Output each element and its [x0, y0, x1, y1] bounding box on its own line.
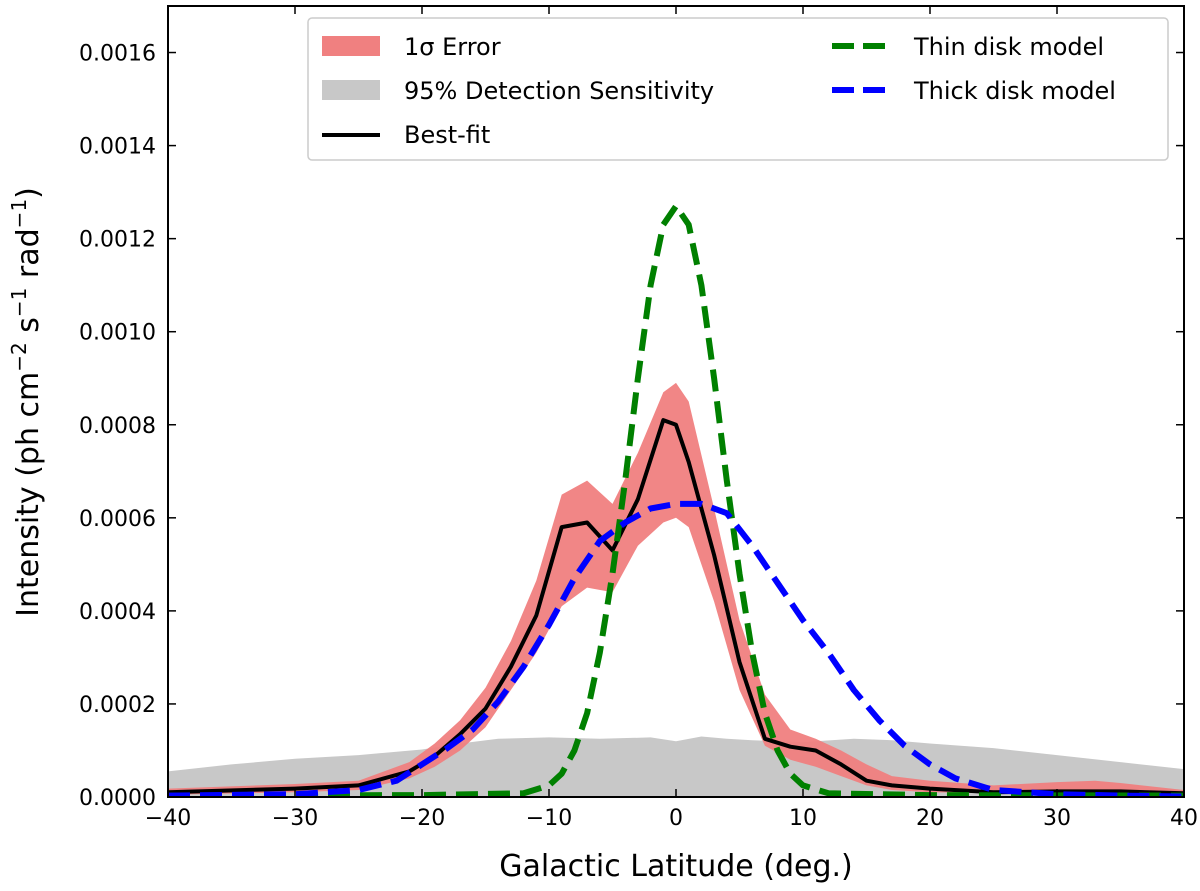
chart-series — [168, 203, 1184, 797]
y-axis-title-exp-1: −2 — [7, 342, 31, 371]
x-tick-label: 20 — [916, 806, 944, 831]
y-tick-label: 0.0000 — [79, 786, 156, 811]
legend-label-sensitivity: 95% Detection Sensitivity — [404, 77, 714, 105]
legend-label-thin: Thin disk model — [913, 33, 1104, 61]
x-tick-label: 40 — [1170, 806, 1198, 831]
y-axis-title-exp-2: −1 — [7, 288, 31, 317]
y-axis-title-prefix: Intensity (ph cm — [11, 372, 46, 617]
y-tick-label: 0.0002 — [79, 693, 156, 718]
y-axis-title-exp-3: −1 — [7, 199, 31, 228]
y-axis-title: Intensity (ph cm−2 s−1 rad−1) — [7, 187, 46, 617]
x-tick-label: 0 — [669, 806, 683, 831]
y-axis-title-mid-1: s — [11, 317, 46, 342]
x-tick-label: 30 — [1043, 806, 1071, 831]
y-tick-label: 0.0016 — [79, 42, 156, 67]
y-tick-label: 0.0004 — [79, 600, 156, 625]
series-thin-line — [168, 203, 1184, 797]
x-tick-label: 10 — [789, 806, 817, 831]
series-error-band — [168, 382, 1184, 795]
x-tick-label: −40 — [145, 806, 191, 831]
x-tick-label: −10 — [526, 806, 572, 831]
legend-label-thick: Thick disk model — [913, 77, 1116, 105]
series-thick-line — [168, 500, 1184, 797]
y-tick-label: 0.0012 — [79, 228, 156, 253]
legend-label-error: 1σ Error — [404, 33, 501, 61]
legend-label-best-fit: Best-fit — [404, 121, 490, 149]
legend-swatch-sensitivity — [322, 80, 380, 100]
y-axis-ticks: 0.0000 0.0002 0.0004 0.0006 0.0008 0.0010 0.00… — [79, 42, 1184, 811]
x-axis-ticks: −40 −30 −20 −10 0 10 20 30 40 — [145, 6, 1198, 831]
y-axis-title-suffix: ) — [11, 187, 46, 199]
y-tick-label: 0.0014 — [79, 135, 156, 160]
x-tick-label: −30 — [272, 806, 318, 831]
y-tick-label: 0.0008 — [79, 414, 156, 439]
y-tick-label: 0.0010 — [79, 321, 156, 346]
y-axis-title-mid-2: rad — [11, 228, 46, 287]
legend: 1σ Error 95% Detection Sensitivity Best-… — [307, 17, 1169, 161]
legend-box — [307, 17, 1169, 161]
x-tick-label: −20 — [399, 806, 445, 831]
y-tick-label: 0.0006 — [79, 507, 156, 532]
x-axis-title: Galactic Latitude (deg.) — [499, 849, 852, 884]
legend-swatch-error — [322, 36, 380, 56]
